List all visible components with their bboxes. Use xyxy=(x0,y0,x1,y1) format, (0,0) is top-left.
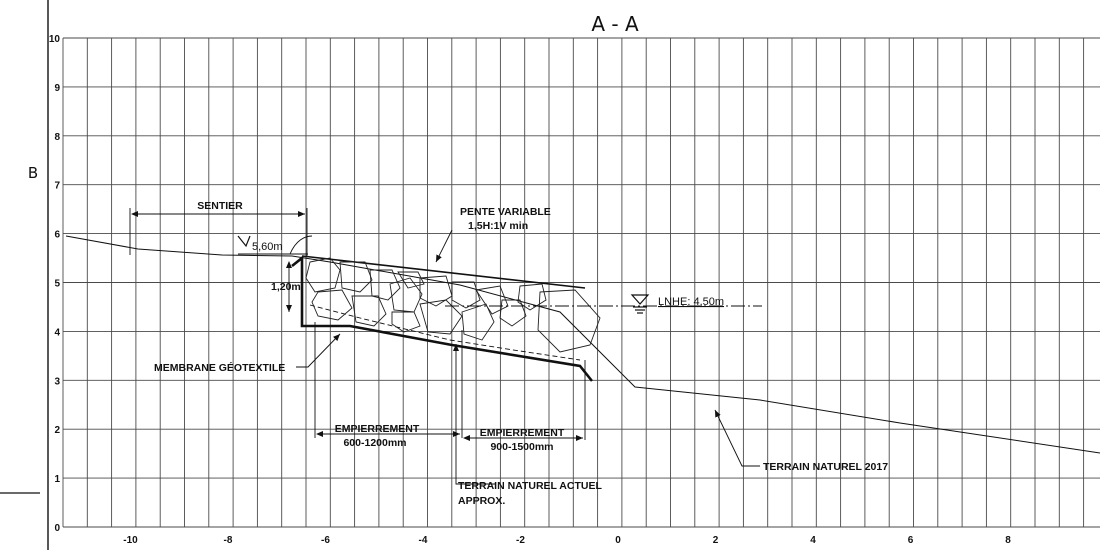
x-tick-label: -10 xyxy=(123,535,138,546)
terrain-actuel-leader xyxy=(453,344,496,485)
riprap-stones xyxy=(305,257,601,353)
pente-leader xyxy=(435,229,453,263)
y-tick-label: 7 xyxy=(54,181,60,192)
y-tick-labels: 0 1 2 3 4 5 6 7 8 9 10 xyxy=(49,34,61,534)
x-tick-label: -8 xyxy=(224,535,233,546)
terrain-2017-leader xyxy=(714,409,760,467)
y-tick-label: 0 xyxy=(54,523,60,534)
membrane-label: MEMBRANE GÉOTEXTILE xyxy=(154,361,285,374)
elevation-marker xyxy=(237,235,251,248)
y-tick-label: 10 xyxy=(49,34,61,45)
terrain-actuel-label-2: APPROX. xyxy=(458,495,505,507)
y-tick-label: 5 xyxy=(54,279,60,290)
elevation-leader xyxy=(289,235,313,255)
water-level-icon xyxy=(630,294,650,314)
pente-top-line xyxy=(301,255,586,289)
terrain-2017-line xyxy=(65,235,1100,454)
x-tick-label: -6 xyxy=(321,535,330,546)
emp1-label-2: 600-1200mm xyxy=(343,437,406,449)
pente-label-2: 1,5H:1V min xyxy=(468,220,528,232)
y-tick-label: 9 xyxy=(54,83,60,94)
x-tick-label: 0 xyxy=(615,535,621,546)
terrain-2017-label: TERRAIN NATUREL 2017 xyxy=(763,461,888,473)
y-tick-label: 3 xyxy=(54,376,60,387)
emp1-label-1: EMPIERREMENT xyxy=(335,423,420,435)
x-tick-label: -4 xyxy=(419,535,428,546)
height-dim-label: 1,20m xyxy=(271,281,301,293)
side-label: B xyxy=(28,164,38,182)
terrain-actuel-label-1: TERRAIN NATUREL ACTUEL xyxy=(458,480,602,492)
section-title: A - A xyxy=(591,12,639,36)
x-tick-label: 8 xyxy=(1005,535,1011,546)
sentier-label: SENTIER xyxy=(197,200,243,212)
x-tick-label: 6 xyxy=(908,535,914,546)
x-tick-labels: -10 -8 -6 -4 -2 0 2 4 6 8 xyxy=(123,535,1011,546)
pente-label-1: PENTE VARIABLE xyxy=(460,206,551,218)
y-tick-label: 1 xyxy=(54,474,60,485)
lnhe-label: LNHE: 4,50m xyxy=(658,296,724,308)
terrain-actuel-dashed xyxy=(309,304,581,361)
x-tick-label: -2 xyxy=(516,535,525,546)
x-tick-label: 2 xyxy=(713,535,719,546)
elevation-label: 5,60m xyxy=(252,241,283,253)
emp2-label-1: EMPIERREMENT xyxy=(480,427,565,439)
membrane-geotextile xyxy=(291,255,594,382)
membrane-leader xyxy=(296,333,341,368)
y-tick-label: 2 xyxy=(54,425,60,436)
x-tick-label: 4 xyxy=(810,535,816,546)
y-tick-label: 4 xyxy=(54,327,60,338)
y-tick-label: 8 xyxy=(54,132,60,143)
emp2-label-2: 900-1500mm xyxy=(490,441,553,453)
grid xyxy=(62,37,1100,528)
y-tick-label: 6 xyxy=(54,230,60,241)
